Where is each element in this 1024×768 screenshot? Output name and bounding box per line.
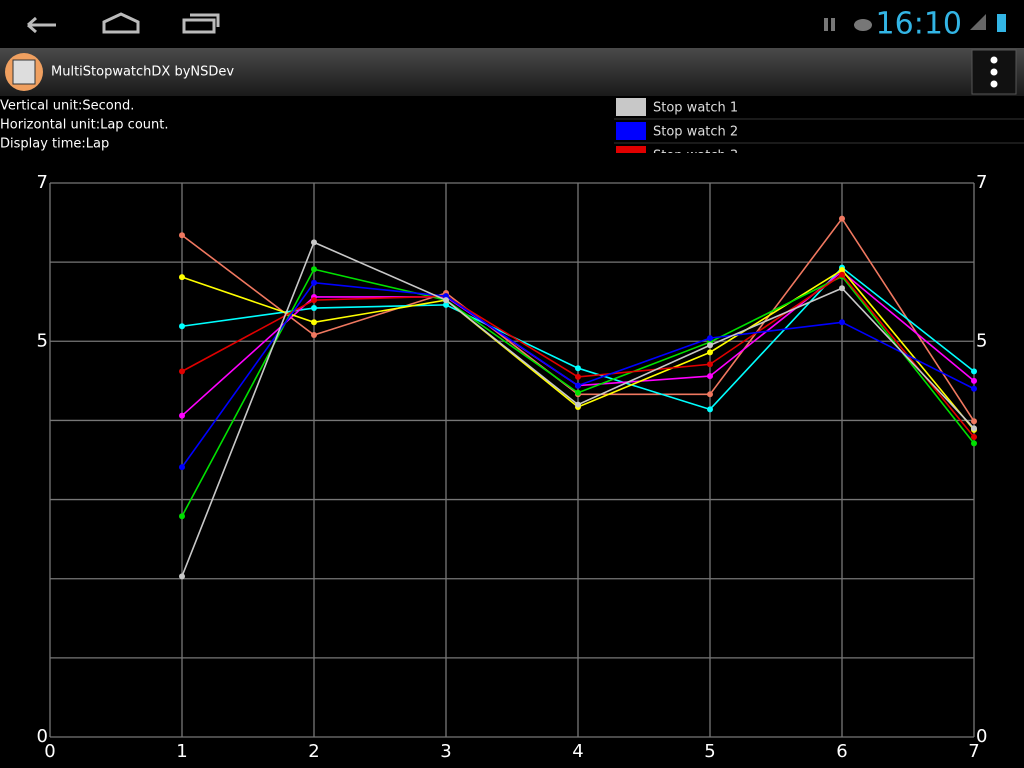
pause-icon: [831, 18, 835, 31]
x-tick-label: 2: [308, 741, 319, 762]
data-point: [839, 215, 845, 222]
x-tick-label: 3: [440, 741, 451, 762]
battery-icon: [997, 14, 1006, 32]
x-tick-label: 6: [836, 741, 847, 762]
notification-icon: [854, 19, 872, 31]
data-point: [311, 266, 317, 273]
legend-label: Stop watch 1: [653, 101, 738, 116]
x-tick-label: 1: [176, 741, 187, 762]
data-point: [707, 373, 713, 380]
data-point: [839, 285, 845, 292]
data-point: [575, 382, 581, 389]
x-tick-label: 5: [704, 741, 715, 762]
x-tick-label: 7: [968, 741, 979, 762]
data-point: [971, 434, 977, 441]
data-point: [575, 389, 581, 396]
y-tick-label: 5: [37, 330, 48, 351]
data-point: [971, 440, 977, 447]
menu-dot: [990, 56, 998, 64]
data-point: [311, 297, 317, 304]
data-point: [575, 373, 581, 380]
x-tick-label: 0: [44, 741, 55, 762]
clock: 16:10: [876, 7, 962, 42]
legend-label: Stop watch 3: [653, 149, 738, 164]
plot: 0 1 2 3 4 5 6 70 05 57 7: [37, 172, 988, 762]
y2-tick-label: 7: [976, 172, 987, 193]
data-point: [311, 331, 317, 338]
app-icon-glyph: [12, 59, 36, 85]
data-point: [311, 279, 317, 286]
data-point: [839, 267, 845, 274]
info-text: Vertical unit:Second.: [0, 99, 134, 114]
data-point: [179, 274, 185, 281]
data-point: [971, 418, 977, 425]
data-point: [707, 342, 713, 349]
status-bar: [27, 12, 1006, 34]
pause-icon: [824, 18, 828, 31]
y-tick-label: 7: [37, 172, 48, 193]
data-point: [179, 232, 185, 239]
data-point: [179, 513, 185, 520]
recents-button[interactable]: [182, 13, 220, 34]
menu-dot: [990, 68, 998, 76]
data-point: [971, 377, 977, 384]
menu-dot: [990, 80, 998, 88]
data-point: [179, 368, 185, 375]
data-point: [179, 573, 185, 580]
data-point: [179, 464, 185, 471]
app-bar: [0, 48, 1024, 96]
home-button[interactable]: [102, 12, 140, 34]
legend-swatch: [616, 98, 646, 116]
data-point: [179, 323, 185, 330]
data-point: [707, 361, 713, 368]
legend-label: Stop watch 2: [653, 125, 738, 140]
data-point: [839, 319, 845, 326]
y-tick-label: 0: [37, 726, 48, 747]
data-point: [311, 305, 317, 312]
app-title: MultiStopwatchDX byNSDev: [51, 65, 234, 80]
info-text: Display time:Lap: [0, 137, 109, 152]
data-point: [311, 239, 317, 246]
data-point: [707, 349, 713, 356]
data-point: [707, 406, 713, 413]
y2-tick-label: 0: [976, 726, 987, 747]
y2-tick-label: 5: [976, 330, 987, 351]
data-point: [443, 297, 449, 304]
wifi-icon: [970, 14, 986, 30]
data-point: [971, 368, 977, 375]
x-tick-label: 4: [572, 741, 583, 762]
legend-swatch: [616, 146, 646, 153]
data-point: [443, 301, 449, 308]
data-point: [707, 391, 713, 398]
data-point: [179, 412, 185, 419]
back-button[interactable]: [27, 16, 56, 34]
legend: Stop watch 1 Stop watch 2 Stop watch 3: [614, 98, 1024, 164]
data-point: [839, 271, 845, 278]
data-point: [575, 401, 581, 408]
data-point: [311, 319, 317, 326]
data-point: [971, 385, 977, 392]
info-text: Horizontal unit:Lap count.: [0, 118, 168, 133]
data-point: [971, 425, 977, 432]
data-point: [575, 365, 581, 372]
legend-swatch: [616, 122, 646, 140]
data-point: [707, 335, 713, 342]
